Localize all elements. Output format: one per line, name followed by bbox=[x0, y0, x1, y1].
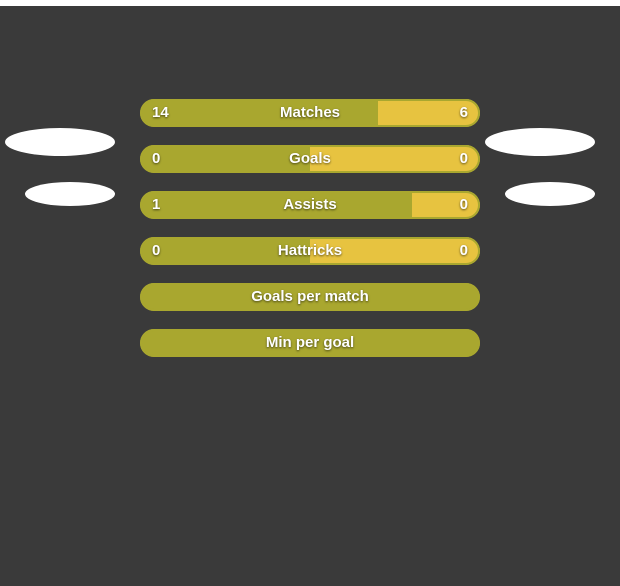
player-badge-left bbox=[25, 182, 115, 206]
stat-label: Matches bbox=[140, 99, 480, 127]
stat-value-left: 14 bbox=[152, 99, 169, 127]
player-badge-right bbox=[505, 182, 595, 206]
player-badge-left bbox=[5, 128, 115, 156]
stat-label: Goals per match bbox=[140, 283, 480, 311]
stat-label: Min per goal bbox=[140, 329, 480, 357]
stat-value-right: 0 bbox=[460, 145, 468, 173]
stat-row: Hattricks0 0 bbox=[140, 237, 480, 265]
stat-row: Goals per match bbox=[140, 283, 480, 311]
stat-row: Goals0 0 bbox=[140, 145, 480, 173]
stat-label: Goals bbox=[140, 145, 480, 173]
stat-value-right: 0 bbox=[460, 237, 468, 265]
stat-value-left: 1 bbox=[152, 191, 160, 219]
stat-label: Assists bbox=[140, 191, 480, 219]
stat-value-left: 0 bbox=[152, 145, 160, 173]
stat-label: Hattricks bbox=[140, 237, 480, 265]
stat-value-right: 6 bbox=[460, 99, 468, 127]
stat-row: Matches14 6 bbox=[140, 99, 480, 127]
stat-value-right: 0 bbox=[460, 191, 468, 219]
stat-row: Min per goal bbox=[140, 329, 480, 357]
stat-row: Assists1 0 bbox=[140, 191, 480, 219]
stat-rows: Matches146Goals00Assists10Hattricks00Goa… bbox=[140, 99, 480, 357]
stat-value-left: 0 bbox=[152, 237, 160, 265]
player-badge-right bbox=[485, 128, 595, 156]
